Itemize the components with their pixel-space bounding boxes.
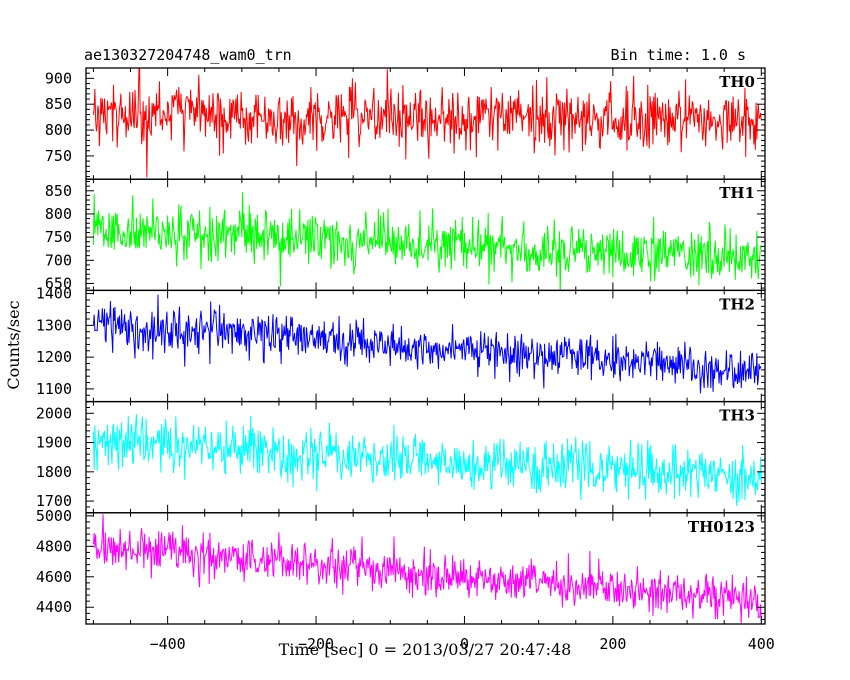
panel-th3: 1700 1800 1900 2000 TH3: [36, 400, 766, 514]
series-line-th1: [92, 192, 762, 291]
y-tick-label: 1700: [36, 492, 72, 510]
panel-th0123: 4400 4600 4800 5000 TH0123: [36, 507, 766, 625]
y-tick-label: 4400: [36, 598, 72, 616]
y-tick-label: 1100: [36, 380, 72, 398]
y-tick-label: 4600: [36, 568, 72, 586]
series-line-th0: [92, 68, 762, 178]
y-tick-label: 1900: [36, 434, 72, 452]
panel-th1: 650 700 750 800 850 TH1: [45, 178, 766, 292]
y-tick-label: 5000: [36, 507, 72, 525]
panel-th0: 750 800 850 900 TH0: [45, 67, 766, 180]
y-tick-label: 850: [45, 182, 72, 200]
panel-label-th3: TH3: [719, 407, 755, 425]
y-tick-label: 800: [45, 205, 72, 223]
y-tick-label: 1400: [36, 285, 72, 303]
x-tick-label: 200: [599, 635, 626, 653]
y-tick-label: 1800: [36, 463, 72, 481]
chart-title: ae130327204748_wam0_trn: [84, 46, 292, 64]
y-tick-label: 4800: [36, 537, 72, 555]
panel-label-th1: TH1: [719, 184, 755, 202]
x-tick-label: −200: [298, 635, 334, 653]
panel-frame: [85, 400, 766, 514]
x-tick-label: −400: [150, 635, 186, 653]
x-axis: −400 −200 0 200 400: [150, 635, 775, 653]
y-tick-label: 850: [45, 95, 72, 113]
x-tick-label: 0: [460, 635, 469, 653]
panel-th2: 1100 1200 1300 1400 TH2: [36, 285, 766, 403]
panel-label-th2: TH2: [719, 295, 755, 313]
y-tick-label: 650: [45, 274, 72, 292]
bin-time-label: Bin time: 1.0 s: [611, 46, 746, 64]
y-tick-label: 750: [45, 147, 72, 165]
y-tick-label: 1200: [36, 348, 72, 366]
y-tick-label: 700: [45, 251, 72, 269]
x-tick-label: 400: [748, 635, 775, 653]
panel-frame: [85, 512, 766, 625]
series-line-th0123: [92, 514, 762, 624]
panel-label-th0123: TH0123: [688, 518, 755, 536]
panels-group: 750 800 850 900 TH0 650 700 750 800 850 TH1 1100 120…: [36, 67, 766, 625]
y-axis-label: Counts/sec: [4, 300, 23, 389]
y-tick-label: 800: [45, 121, 72, 139]
series-line-th3: [92, 414, 762, 507]
y-tick-label: 1300: [36, 316, 72, 334]
panel-label-th0: TH0: [719, 73, 755, 91]
series-line-th2: [92, 294, 762, 394]
x-axis-label: Time [sec] 0 = 2013/03/27 20:47:48: [279, 640, 572, 659]
y-tick-label: 900: [45, 69, 72, 87]
y-tick-label: 750: [45, 228, 72, 246]
y-tick-label: 2000: [36, 404, 72, 422]
